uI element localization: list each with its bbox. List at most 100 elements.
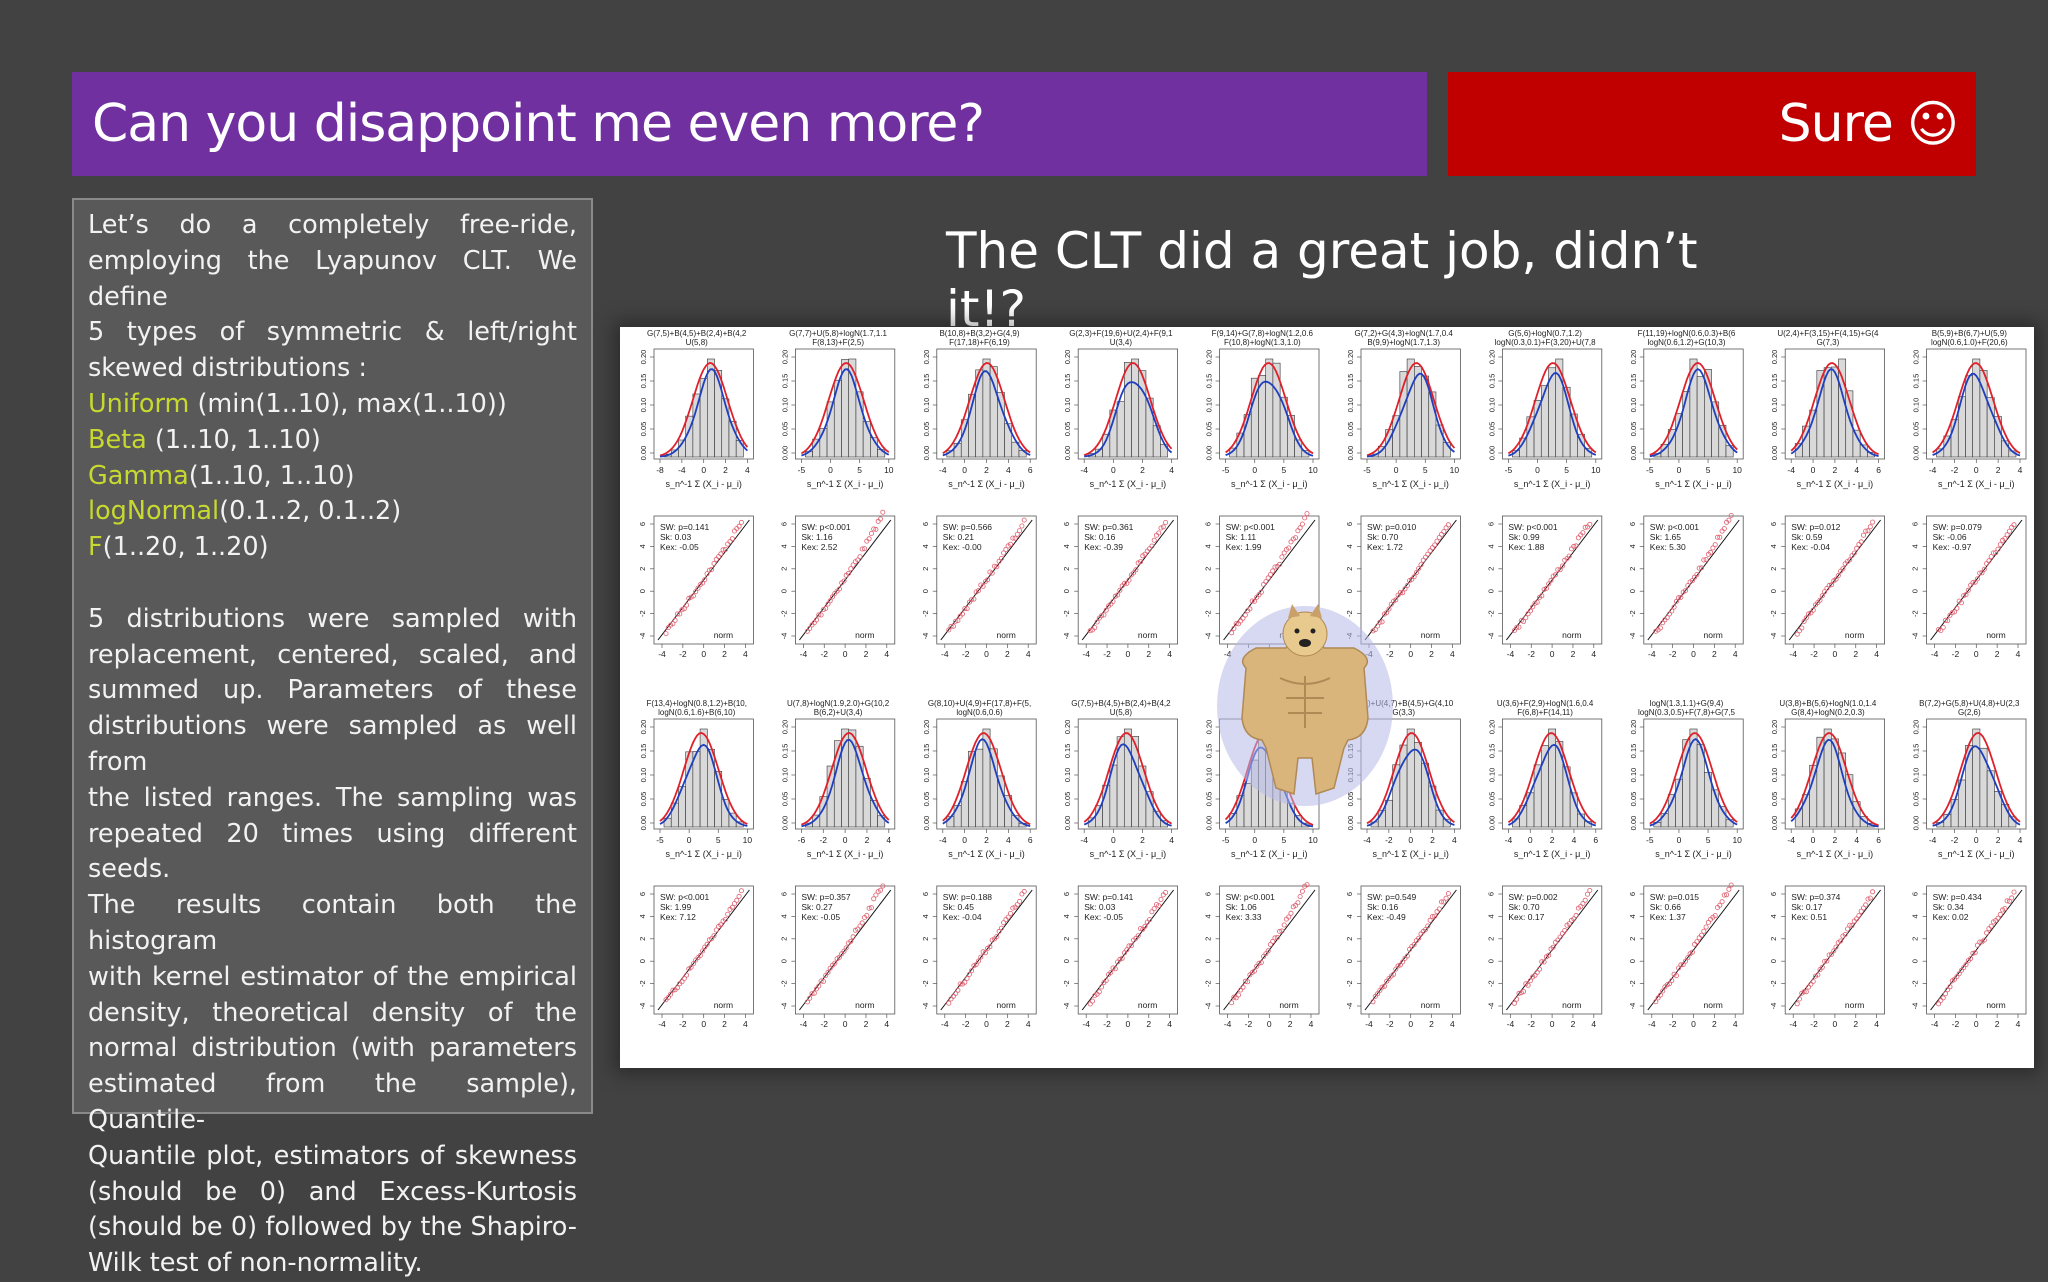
- qq-point: [736, 523, 742, 529]
- y-tick-label: 0.00: [1205, 816, 1214, 831]
- qq-point: [738, 888, 744, 894]
- hist-bar: [707, 358, 715, 458]
- qq-x-tick-label: 0: [1974, 649, 1979, 659]
- qq-x-tick-label: -4: [658, 1019, 666, 1029]
- qq-point: [688, 964, 694, 970]
- qq-point: [1712, 542, 1718, 548]
- y-tick-label: 0.00: [922, 816, 931, 831]
- qq-point: [989, 570, 995, 576]
- qq-y-tick-label: -4: [779, 1003, 788, 1010]
- x-tick-label: 0: [1811, 465, 1816, 475]
- qq-point: [1797, 628, 1803, 634]
- y-tick-label: 0.15: [1205, 744, 1214, 759]
- qq-point: [1126, 577, 1132, 583]
- qq-x-tick-label: 2: [1005, 649, 1010, 659]
- stat-excess-kurtosis: Kex: -0.05: [1084, 912, 1123, 922]
- stat-shapiro-wilk: SW: p=0.434: [1933, 892, 1982, 902]
- kde-curve: [1508, 372, 1597, 457]
- x-tick-label: 4: [1169, 465, 1174, 475]
- qq-point: [1799, 625, 1805, 631]
- qq-point: [1696, 935, 1702, 941]
- kde-curve: [1649, 738, 1738, 827]
- qq-y-tick-label: 6: [638, 892, 647, 896]
- distribution-name: Gamma: [88, 460, 189, 491]
- y-tick-label: 0.00: [1487, 816, 1496, 831]
- qq-x-tick-label: -4: [1648, 649, 1656, 659]
- qq-point: [1833, 944, 1839, 950]
- qq-point: [1386, 606, 1392, 612]
- hist-bar: [870, 800, 878, 828]
- qq-x-tick-label: 4: [743, 1019, 748, 1029]
- qq-point: [1673, 973, 1679, 979]
- stat-excess-kurtosis: Kex: 0.17: [1508, 912, 1544, 922]
- kde-curve: [801, 368, 890, 457]
- stat-excess-kurtosis: Kex: 1.37: [1650, 912, 1686, 922]
- qq-point: [1158, 897, 1164, 903]
- qq-point: [841, 578, 847, 584]
- clt-results-figure: G(7,5)+B(4,5)+B(2,4)+B(4,2 U(5,8) 0.00 0.05…: [620, 327, 2034, 1068]
- qq-y-tick-label: -2: [1345, 980, 1354, 987]
- slide-title: Can you disappoint me even more?: [92, 94, 985, 154]
- qq-point: [1963, 592, 1969, 598]
- qq-point: [1940, 624, 1946, 630]
- qq-point: [1571, 543, 1577, 549]
- qq-point: [681, 976, 687, 982]
- qq-y-tick-label: -4: [1769, 1003, 1778, 1010]
- stat-excess-kurtosis: Kex: -0.49: [1367, 912, 1406, 922]
- qq-point: [2002, 536, 2008, 542]
- qq-y-tick-label: -2: [638, 980, 647, 987]
- x-tick-label: -5: [1646, 835, 1654, 845]
- hist-title: G(7,5)+B(4,5)+B(2,4)+B(4,2: [647, 329, 747, 338]
- stat-excess-kurtosis: Kex: -0.05: [801, 912, 840, 922]
- body-line: The results contain both the histogram: [88, 890, 577, 956]
- qq-point: [850, 562, 856, 568]
- qq-point: [1701, 928, 1707, 934]
- qq-y-tick-label: -2: [1769, 980, 1778, 987]
- qq-x-tick-label: -4: [1224, 1019, 1232, 1029]
- intro-line: Let’s do a completely free-ride,: [88, 210, 577, 240]
- kde-curve: [1790, 368, 1879, 457]
- qq-x-tick-label: -2: [1527, 1019, 1535, 1029]
- y-tick-label: 0.05: [922, 422, 931, 437]
- x-tick-label: 4: [1854, 465, 1859, 475]
- qq-point: [1302, 515, 1308, 521]
- body-line: normal distribution (with parameters: [88, 1033, 577, 1064]
- qq-point: [1541, 959, 1547, 965]
- qq-x-tick-label: 0: [1550, 649, 1555, 659]
- stat-shapiro-wilk: SW: p=0.002: [1508, 892, 1557, 902]
- qq-point: [1416, 935, 1422, 941]
- qq-point: [1826, 582, 1832, 588]
- qq-x-tick-label: 0: [984, 649, 989, 659]
- y-tick-label: 0.10: [1346, 398, 1355, 413]
- qq-point: [1121, 580, 1127, 586]
- qq-point: [1092, 625, 1098, 631]
- y-tick-label: 0.05: [1629, 792, 1638, 807]
- qq-x-tick-label: 4: [1733, 1019, 1738, 1029]
- x-tick-label: 5: [1281, 465, 1286, 475]
- qq-point: [674, 985, 680, 991]
- qq-x-tick-label: 0: [701, 1019, 706, 1029]
- stat-skewness: Sk: 0.99: [1508, 532, 1539, 542]
- y-tick-label: 0.15: [1629, 374, 1638, 389]
- qq-point: [811, 990, 817, 996]
- qq-y-tick-label: -4: [1628, 1003, 1637, 1010]
- qq-distribution-label: norm: [1562, 1000, 1581, 1010]
- y-tick-label: 0.05: [1629, 422, 1638, 437]
- x-tick-label: 0: [701, 465, 706, 475]
- qq-x-tick-label: -4: [800, 649, 808, 659]
- stat-excess-kurtosis: Kex: 2.52: [801, 542, 837, 552]
- qq-point: [1265, 575, 1271, 581]
- stat-excess-kurtosis: Kex: 1.88: [1508, 542, 1544, 552]
- y-tick-label: 0.00: [922, 446, 931, 461]
- hist-bar: [1265, 358, 1274, 458]
- x-tick-label: 5: [1706, 465, 1711, 475]
- qq-x-tick-label: 2: [1571, 1019, 1576, 1029]
- qq-point: [1870, 519, 1876, 525]
- qq-point: [702, 577, 708, 583]
- qq-point: [695, 585, 701, 591]
- x-tick-label: 10: [1591, 465, 1601, 475]
- y-tick-label: 0.05: [1063, 792, 1072, 807]
- qq-point: [1021, 888, 1027, 894]
- qq-point: [1550, 944, 1556, 950]
- qq-point: [1295, 528, 1301, 534]
